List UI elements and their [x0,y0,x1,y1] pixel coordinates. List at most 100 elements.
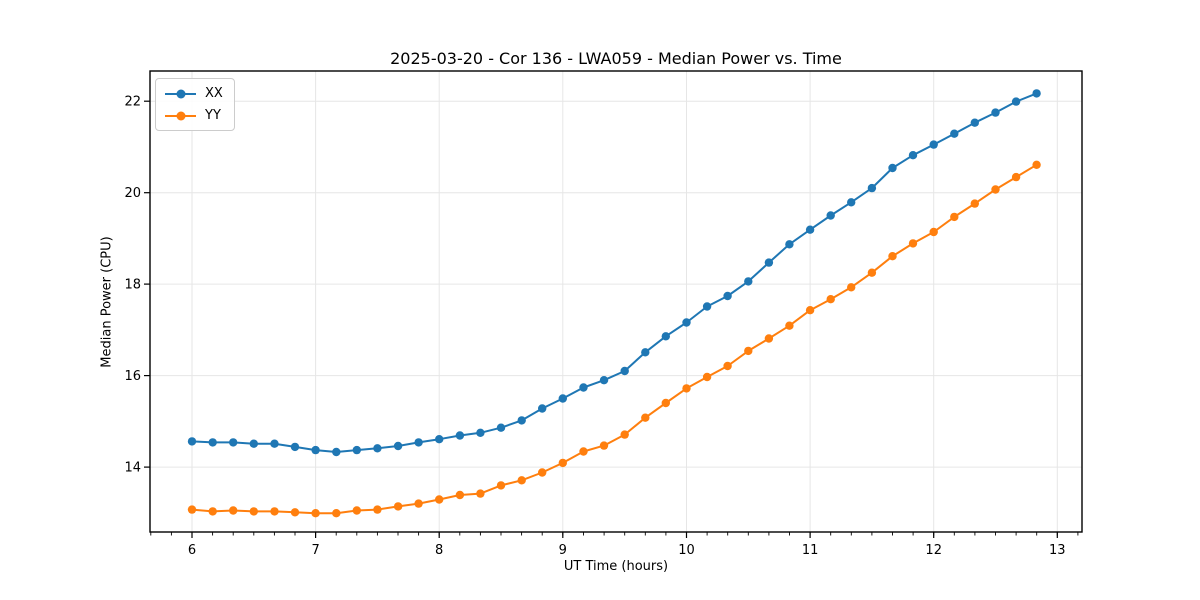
data-point [682,318,691,327]
data-point [805,225,815,234]
data-point [352,506,361,515]
x-tick-label: 8 [435,543,443,558]
data-point [496,481,506,490]
x-tick-label: 9 [559,543,567,558]
data-point [332,447,341,457]
data-point [187,505,197,514]
data-point [290,442,300,452]
data-point [682,384,691,393]
x-axis-label: UT Time (hours) [563,559,669,574]
data-point [435,435,444,444]
legend-marker-yy-icon [165,111,196,121]
y-tick-label: 18 [124,278,141,293]
data-point [558,394,567,403]
y-tick-label: 22 [124,95,141,110]
data-point [249,507,258,516]
data-point [208,438,217,447]
data-point [641,413,650,422]
data-point [888,252,897,261]
data-point [229,506,238,515]
data-point [970,118,979,127]
data-point [867,268,877,277]
data-point [888,163,897,173]
data-point [929,227,938,237]
data-point [476,428,485,437]
y-tick-label: 16 [124,369,141,384]
data-point [538,404,547,413]
data-point [723,361,732,371]
data-point [950,212,959,222]
data-point [1032,160,1041,169]
data-point [908,151,918,160]
data-point [496,423,506,432]
x-tick-label: 7 [311,543,319,558]
data-point [373,444,382,453]
data-point [641,348,650,357]
data-point [414,499,423,508]
data-point [764,258,774,267]
series-line-yy [191,163,1038,515]
legend: XX YY [155,78,235,131]
data-point [970,199,979,208]
data-point [620,366,629,376]
y-tick-label: 14 [124,461,141,476]
data-point [352,445,361,455]
data-point [476,489,485,498]
data-point [208,507,217,516]
data-point [455,490,465,500]
x-tick-label: 11 [802,543,819,558]
data-point [435,495,444,504]
data-point [332,509,341,518]
data-point [270,507,279,516]
data-point [290,508,300,517]
data-point [785,240,794,249]
data-point [1011,97,1021,106]
legend-item-xx: XX [165,84,223,103]
data-point [702,302,712,311]
data-point [599,376,609,385]
data-point [950,129,959,138]
data-point [826,211,835,220]
data-point [558,458,567,468]
legend-label-yy: YY [205,108,221,123]
data-point [991,108,1000,117]
data-point [826,295,835,304]
data-point [229,438,238,447]
data-point [661,332,670,341]
data-point [744,346,753,356]
data-point [311,445,320,455]
data-point [270,439,279,448]
y-tick-label: 20 [124,186,141,201]
data-point [723,291,732,301]
x-tick-label: 13 [1049,543,1066,558]
y-axis-label: Median Power (CPU) [99,236,115,368]
data-point [867,183,877,193]
x-tick-label: 6 [188,543,196,558]
data-point [702,372,712,382]
data-point [661,398,670,408]
data-point [393,502,403,511]
data-point [187,437,197,446]
data-point [764,334,774,343]
data-point [579,447,588,456]
x-tick-label: 12 [925,543,942,558]
x-tick-label: 10 [678,543,695,558]
data-point [517,476,526,485]
legend-item-yy: YY [165,106,223,125]
data-point [847,283,856,292]
data-point [517,416,526,425]
data-point [393,441,403,451]
series-line-xx [191,92,1037,453]
data-point [805,306,815,315]
data-point [929,140,938,149]
data-point [538,468,547,477]
data-point [599,441,609,450]
chart-title: 2025-03-20 - Cor 136 - LWA059 - Median P… [390,49,842,68]
data-point [455,431,465,440]
data-point [991,185,1000,194]
data-point [414,438,423,447]
data-point [373,505,382,514]
data-point [847,198,856,207]
